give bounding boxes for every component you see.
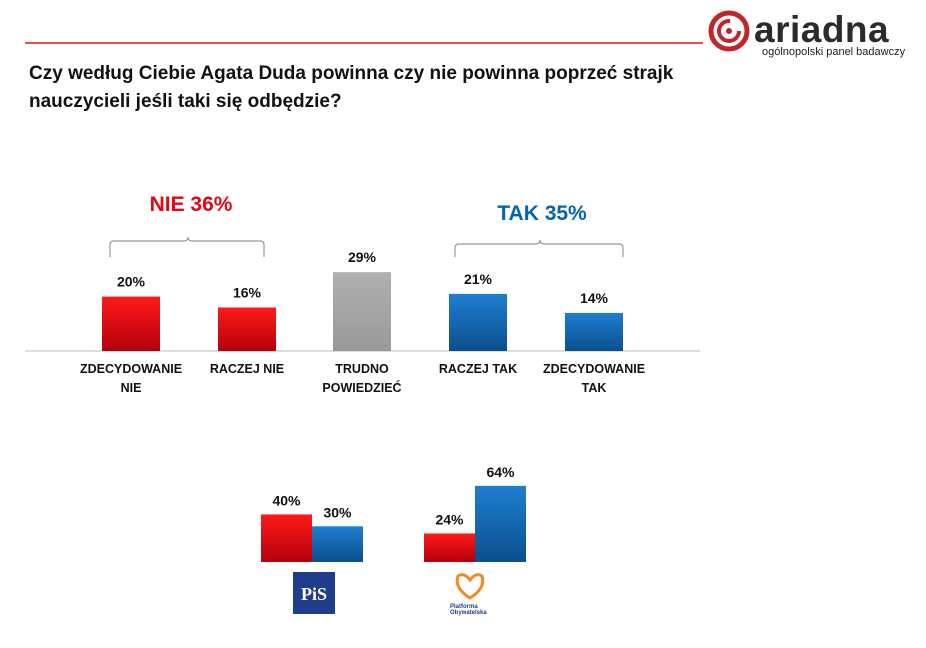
category-label-5: ZDECYDOWANIE — [543, 362, 645, 376]
po-logo-text: Platforma Obywatelska — [450, 604, 498, 616]
bar-3 — [333, 272, 391, 351]
bar-1 — [102, 296, 160, 351]
value-label-1: 20% — [117, 274, 146, 290]
category-label-3: POWIEDZIEĆ — [322, 380, 401, 395]
pis-party-logo: PiS — [293, 572, 335, 614]
value-label-3: 29% — [348, 249, 377, 265]
group-label-tak: TAK 35% — [497, 202, 587, 225]
po-party-logo: Platforma Obywatelska — [448, 568, 498, 620]
party-bar-1-2 — [312, 526, 363, 562]
party-value-label-2-1: 24% — [435, 511, 464, 527]
pis-logo-text: PiS — [300, 584, 327, 604]
category-label-1: NIE — [121, 381, 142, 395]
ariadna-logo: ariadna ogólnopolski panel badawczy — [708, 8, 918, 64]
ariadna-spiral-icon — [708, 10, 750, 52]
logo-wordmark: ariadna — [754, 9, 890, 50]
category-label-3: TRUDNO — [335, 362, 389, 376]
party-bar-2-1 — [424, 533, 475, 562]
party-value-label-1-1: 40% — [272, 492, 301, 508]
po-logo-line1: Platforma — [450, 604, 478, 610]
top-divider — [25, 42, 703, 44]
bar-2 — [218, 307, 276, 351]
group-label-nie: NIE 36% — [149, 193, 233, 216]
value-label-2: 16% — [233, 284, 262, 300]
party-value-label-2-2: 64% — [486, 464, 515, 480]
value-label-5: 14% — [580, 290, 609, 306]
bracket-tak — [454, 239, 624, 257]
po-logo-line2: Obywatelska — [450, 610, 487, 616]
main-bar-chart: 20% ZDECYDOWANIE NIE 16% RACZEJ NIE 29% TRUDNO… — [25, 236, 700, 395]
party-bar-1-1 — [261, 514, 312, 562]
bar-4 — [449, 293, 507, 351]
bracket-nie — [109, 236, 265, 257]
category-label-5: TAK — [582, 381, 607, 395]
po-heart-icon — [455, 573, 485, 600]
party-bar-2-2 — [475, 485, 526, 562]
group-brackets — [109, 236, 624, 257]
bar-5 — [565, 312, 623, 351]
party-value-label-1-2: 30% — [323, 504, 352, 520]
category-label-2: RACZEJ NIE — [210, 362, 284, 376]
question-title: Czy według Ciebie Agata Duda powinna czy… — [29, 63, 674, 112]
category-label-1: ZDECYDOWANIE — [80, 362, 182, 376]
logo-subtitle: ogólnopolski panel badawczy — [762, 46, 906, 58]
value-label-4: 21% — [464, 271, 493, 287]
category-label-4: RACZEJ TAK — [439, 362, 517, 376]
